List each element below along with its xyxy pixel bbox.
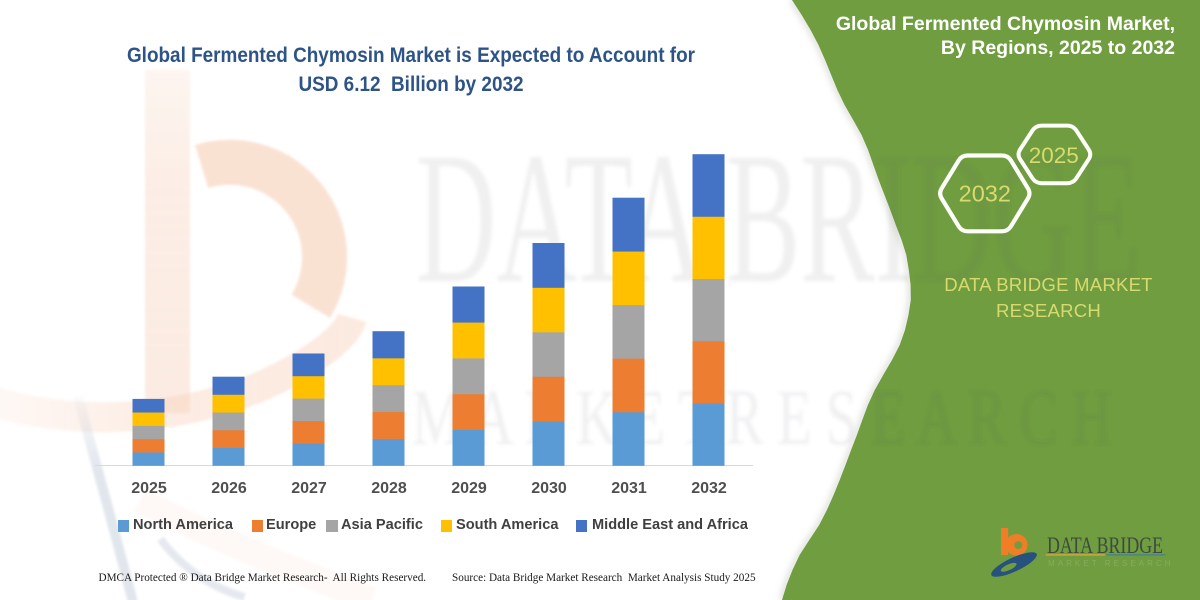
svg-text:2032: 2032	[959, 181, 1011, 207]
svg-text:2025: 2025	[1029, 143, 1079, 168]
svg-text:MARKET RESEARCH: MARKET RESEARCH	[1048, 559, 1174, 568]
svg-text:M A R K E T R E S E A R C H: M A R K E T R E S E A R C H	[412, 375, 1112, 462]
